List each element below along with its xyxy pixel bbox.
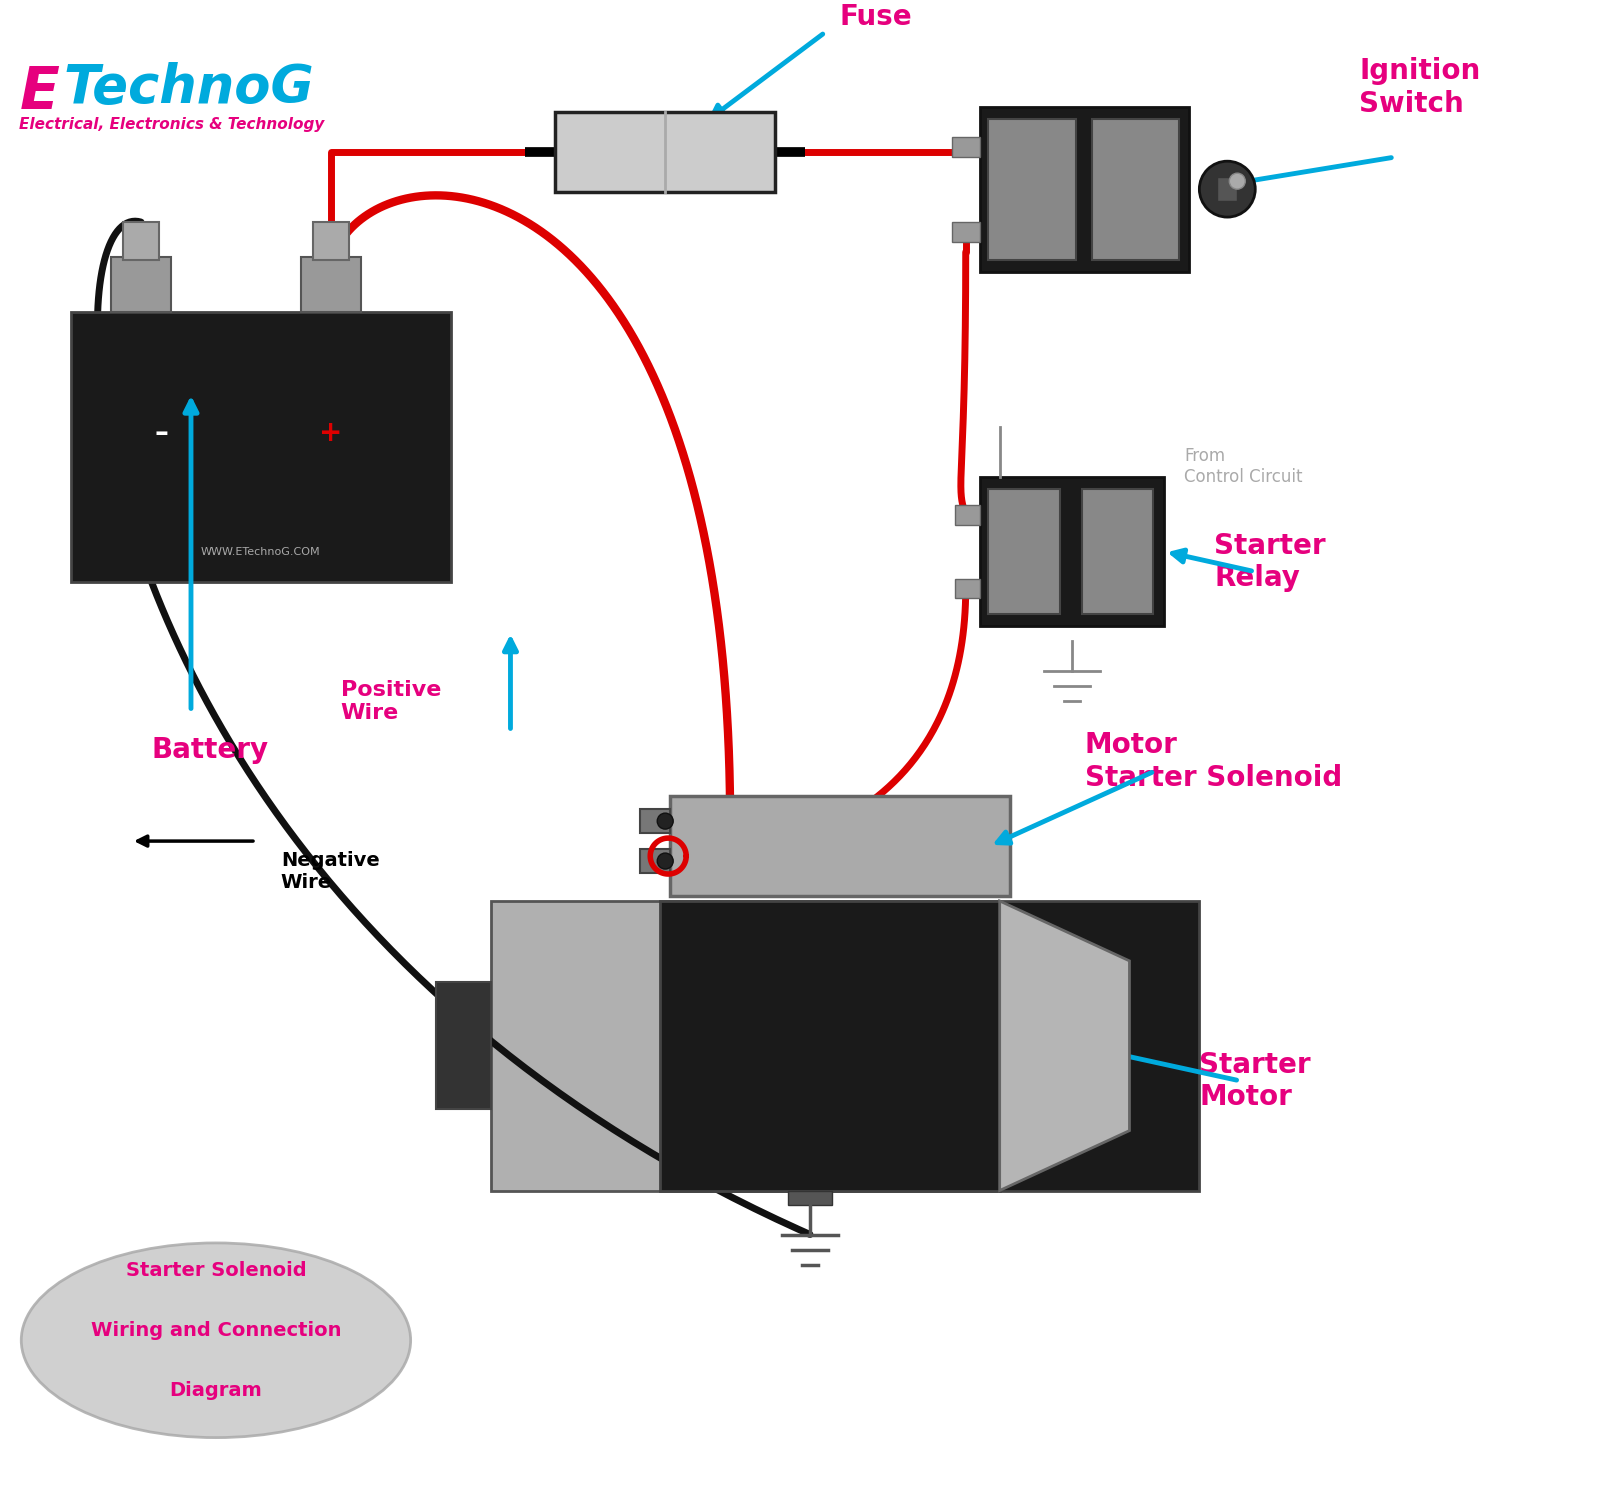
Bar bbox=[952, 222, 979, 243]
Bar bbox=[979, 107, 1189, 271]
Text: Electrical, Electronics & Technology: Electrical, Electronics & Technology bbox=[19, 118, 325, 133]
Bar bbox=[987, 119, 1075, 259]
Bar bbox=[1082, 489, 1154, 614]
Text: WWW.ETechnoG.COM: WWW.ETechnoG.COM bbox=[202, 546, 320, 556]
Ellipse shape bbox=[21, 1243, 411, 1437]
Bar bbox=[789, 1190, 832, 1205]
Text: From
Control Circuit: From Control Circuit bbox=[1184, 446, 1302, 486]
Bar bbox=[979, 477, 1165, 626]
Bar bbox=[661, 900, 1200, 1190]
Bar bbox=[435, 982, 491, 1110]
Polygon shape bbox=[1000, 900, 1130, 1190]
Circle shape bbox=[1229, 173, 1245, 188]
Bar bbox=[640, 849, 670, 873]
Bar bbox=[952, 137, 979, 157]
Text: Negative
Wire: Negative Wire bbox=[282, 851, 379, 891]
Bar bbox=[987, 489, 1059, 614]
Bar bbox=[491, 900, 1000, 1190]
Text: Wiring and Connection: Wiring and Connection bbox=[91, 1321, 341, 1339]
Bar bbox=[640, 810, 670, 832]
Bar bbox=[670, 796, 1010, 896]
Text: Fuse: Fuse bbox=[840, 3, 912, 32]
Bar bbox=[1218, 176, 1237, 201]
Text: Positive
Wire: Positive Wire bbox=[341, 680, 442, 722]
Bar bbox=[70, 312, 451, 582]
Text: Diagram: Diagram bbox=[170, 1381, 262, 1399]
Text: Ignition
Switch: Ignition Switch bbox=[1358, 57, 1480, 118]
Bar bbox=[312, 222, 349, 259]
Bar bbox=[955, 505, 979, 525]
Circle shape bbox=[658, 813, 674, 829]
Circle shape bbox=[1200, 161, 1256, 217]
Bar bbox=[123, 222, 158, 259]
Bar bbox=[1091, 119, 1179, 259]
Bar bbox=[955, 579, 979, 599]
Text: Starter
Motor: Starter Motor bbox=[1200, 1051, 1310, 1111]
Bar bbox=[301, 256, 360, 312]
Text: E: E bbox=[19, 65, 59, 121]
Text: Starter Solenoid: Starter Solenoid bbox=[126, 1261, 306, 1280]
Text: Battery: Battery bbox=[150, 736, 269, 765]
Text: +: + bbox=[318, 419, 342, 448]
Bar bbox=[110, 256, 171, 312]
Text: TechnoG: TechnoG bbox=[62, 62, 314, 115]
Circle shape bbox=[658, 854, 674, 869]
Text: Motor
Starter Solenoid: Motor Starter Solenoid bbox=[1085, 731, 1342, 792]
Bar bbox=[555, 112, 774, 192]
Text: –: – bbox=[154, 419, 168, 448]
Text: Starter
Relay: Starter Relay bbox=[1214, 532, 1326, 593]
